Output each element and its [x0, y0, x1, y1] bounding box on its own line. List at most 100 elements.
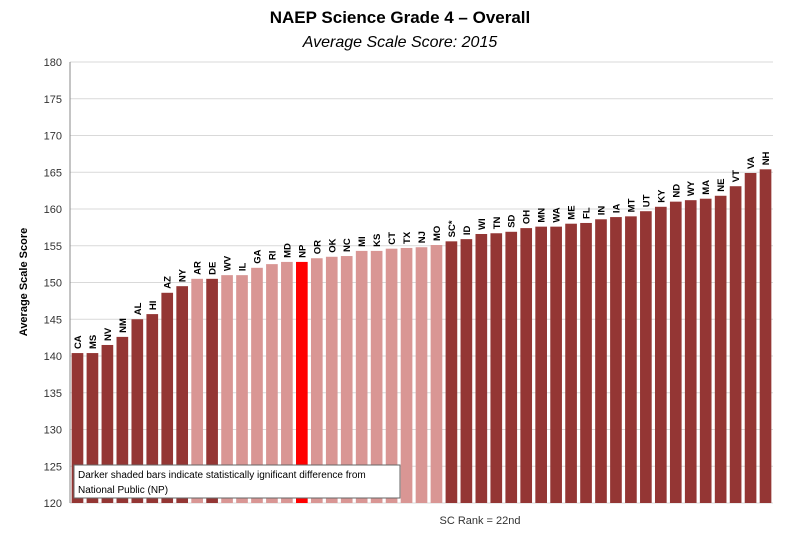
bars [71, 169, 772, 504]
bar-id [460, 239, 473, 503]
category-label: WV [223, 255, 234, 271]
category-label: MT [626, 198, 637, 212]
category-label: ME [567, 205, 578, 219]
category-label: MA [701, 180, 712, 195]
y-tick-label: 180 [44, 57, 62, 69]
bar-sd [505, 231, 518, 503]
bar-me [565, 223, 577, 503]
bar-ok [325, 256, 338, 503]
category-label: NH [761, 151, 772, 165]
bar-mn [535, 226, 547, 503]
bar-ms [86, 353, 99, 503]
category-label: IA [611, 203, 622, 213]
category-label: NC [342, 238, 353, 252]
bar-ut [640, 211, 652, 503]
category-label: ID [462, 225, 473, 235]
y-tick-label: 175 [44, 94, 62, 106]
bar-wa [550, 226, 562, 503]
category-label: FL [582, 207, 593, 219]
category-label: NE [716, 179, 727, 192]
bar-vt [729, 186, 742, 503]
y-tick-label: 155 [44, 241, 62, 253]
annotation-line-2: National Public (NP) [78, 485, 168, 496]
y-tick-label: 160 [44, 204, 62, 216]
category-label: UT [641, 194, 652, 207]
bar-de [206, 278, 218, 503]
category-label: VA [746, 156, 757, 169]
bar-nc [340, 256, 353, 503]
bar-or [310, 258, 323, 503]
category-label: ND [671, 184, 682, 198]
category-label: WI [477, 218, 488, 230]
category-label: IL [238, 263, 249, 272]
y-tick-label: 125 [44, 461, 62, 473]
category-label: WY [686, 180, 697, 196]
bar-fl [580, 222, 592, 503]
category-label: NM [118, 318, 129, 333]
category-label: SC* [447, 220, 458, 237]
bar-ma [699, 198, 712, 503]
bar-wv [221, 275, 233, 503]
x-axis-label: SC Rank = 22nd [439, 515, 520, 527]
bar-nd [669, 201, 682, 503]
category-label: MD [282, 243, 293, 258]
category-label: CT [387, 232, 398, 245]
y-axis-label: Average Scale Score [18, 228, 30, 336]
bar-mi [355, 250, 368, 503]
category-label: TX [402, 231, 413, 244]
category-label: GA [252, 249, 263, 263]
bar-ky [654, 206, 667, 504]
bar-az [161, 292, 174, 503]
bar-nm [116, 336, 129, 503]
bar-ny [176, 286, 189, 503]
category-label: KY [656, 189, 667, 203]
chart-title: NAEP Science Grade 4 – Overall [270, 8, 531, 27]
annotation-box: Darker shaded bars indicate statisticall… [73, 464, 401, 499]
chart-subtitle: Average Scale Score: 2015 [302, 34, 498, 51]
category-label: SD [507, 214, 518, 227]
category-label: MN [537, 208, 548, 223]
category-label: RI [267, 251, 278, 261]
bar-al [131, 319, 144, 503]
category-label: NP [297, 244, 308, 258]
bar-ca [71, 353, 84, 503]
y-tick-label: 120 [44, 498, 62, 510]
category-label: WA [552, 207, 563, 222]
bar-ia [610, 217, 622, 503]
category-label: MS [88, 335, 99, 349]
category-label: IN [596, 206, 607, 216]
y-tick-label: 170 [44, 131, 62, 143]
category-label: AZ [163, 276, 174, 289]
bar-wy [684, 200, 697, 503]
bar-nh [759, 169, 772, 503]
bar-va [744, 172, 757, 504]
bar-np [296, 261, 308, 503]
y-tick-label: 145 [44, 314, 62, 326]
category-label: VT [731, 170, 742, 182]
bar-oh [520, 228, 533, 504]
bar-hi [146, 314, 159, 503]
y-axis-ticks: 120 125 130 135 140 145 150 155 160 165 170 175 180 [44, 57, 62, 510]
bar-nj [415, 247, 428, 503]
category-label: NY [178, 268, 189, 282]
y-tick-label: 135 [44, 388, 62, 400]
y-tick-label: 130 [44, 425, 62, 437]
bar-ri [266, 264, 278, 503]
bar-mt [625, 216, 637, 503]
category-label: KS [372, 234, 383, 247]
category-label: AL [133, 302, 144, 315]
bar-il [236, 275, 248, 503]
category-label: NV [103, 327, 114, 341]
y-tick-label: 140 [44, 351, 62, 363]
category-label: MI [357, 236, 368, 247]
category-label: NJ [417, 231, 428, 243]
category-label: OH [522, 210, 533, 224]
category-label: MO [432, 226, 443, 241]
bar-ks [370, 250, 383, 503]
y-tick-label: 165 [44, 167, 62, 179]
bar-tx [400, 247, 413, 503]
bar-in [595, 219, 607, 504]
bar-wi [475, 233, 488, 504]
